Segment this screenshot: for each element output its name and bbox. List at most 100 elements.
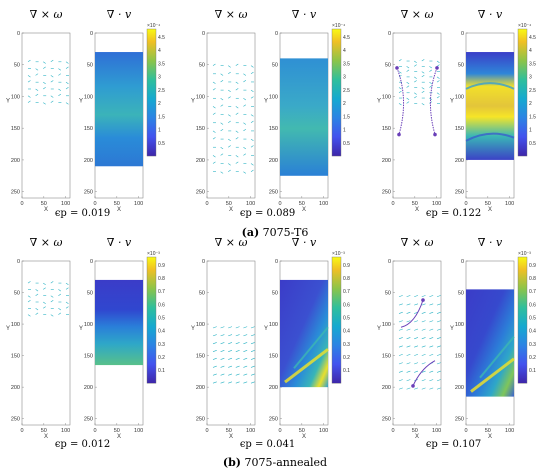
- quiver-arrow: [414, 92, 417, 95]
- quiver-arrow: [243, 146, 247, 150]
- x-tick-label: 100: [61, 428, 70, 434]
- quiver-arrow: [243, 171, 247, 174]
- quiver-arrow: [421, 90, 425, 94]
- quiver-arrow: [235, 155, 239, 158]
- quiver-arrow: [228, 169, 231, 172]
- y-tick-label: 250: [84, 190, 93, 196]
- colorbar: [517, 28, 528, 157]
- strain-label: ϵp = 0.012: [55, 439, 110, 450]
- quiver-arrow: [58, 93, 62, 97]
- colorbar-exponent: ×10⁻⁴: [518, 23, 531, 29]
- quiver-arrow: [65, 66, 69, 69]
- quiver-arrow: [406, 303, 411, 306]
- colorbar-tick-label: 0.7: [529, 289, 536, 295]
- quiver-arrow: [243, 98, 247, 101]
- quiver-arrow: [35, 73, 39, 76]
- y-tick-label: 250: [84, 417, 93, 423]
- colorbar-exponent: ×10⁻⁴: [147, 23, 160, 29]
- quiver-arrow: [235, 88, 239, 91]
- quiver-axes: [21, 32, 71, 199]
- x-tick-label: 100: [505, 428, 514, 434]
- shear-band: [284, 348, 329, 384]
- quiver-arrow: [27, 80, 31, 83]
- x-tick-label: 50: [412, 201, 418, 207]
- y-tick-label: 100: [382, 322, 391, 328]
- quiver-arrow: [212, 350, 217, 352]
- quiver-arrow: [220, 350, 225, 352]
- quiver-arrow: [243, 326, 248, 329]
- quiver-arrow: [429, 320, 434, 323]
- quiver-arrow: [250, 381, 255, 384]
- y-axis-label: Y: [6, 98, 10, 104]
- quiver-arrow: [50, 59, 54, 63]
- y-tick-label: 0: [202, 31, 205, 37]
- field-band: [465, 82, 515, 90]
- quiver-arrow: [436, 379, 441, 382]
- y-tick-label: 250: [455, 190, 464, 196]
- y-tick-label: 150: [382, 126, 391, 132]
- quiver-arrow: [243, 128, 247, 132]
- quiver-arrow: [429, 337, 434, 340]
- quiver-arrow: [27, 75, 31, 78]
- quiver-arrow: [220, 381, 225, 384]
- y-tick-label: 0: [461, 31, 464, 37]
- quiver-arrow: [421, 370, 426, 373]
- quiver-arrow: [250, 89, 254, 93]
- quiver-arrow: [429, 295, 434, 298]
- colorbar-tick-label: 3.5: [529, 61, 536, 67]
- y-tick-label: 150: [455, 354, 464, 360]
- quiver-arrow: [212, 342, 217, 345]
- x-axis-label: X: [229, 434, 233, 440]
- quiver-arrow: [35, 68, 39, 71]
- colorbar-exponent: ×10⁻³: [332, 251, 345, 257]
- vortex-arrowhead: [435, 66, 439, 70]
- curl-title: ∇ × ω: [215, 236, 248, 249]
- quiver-arrow: [50, 80, 54, 83]
- quiver-axes: [392, 32, 442, 199]
- quiver-arrow: [43, 102, 46, 105]
- colorbar-tick-label: 2.5: [343, 88, 350, 94]
- y-tick-label: 100: [269, 322, 278, 328]
- quiver-arrow: [436, 362, 441, 365]
- quiver-arrow: [220, 153, 224, 156]
- divergence-title: ∇ · v: [292, 236, 317, 249]
- y-tick-label: 50: [199, 291, 205, 297]
- quiver-arrow: [436, 64, 440, 67]
- quiver-arrow: [243, 73, 247, 76]
- quiver-arrow: [414, 370, 419, 373]
- quiver-arrow: [43, 81, 46, 85]
- quiver-arrow: [250, 350, 255, 352]
- quiver-arrow: [228, 163, 231, 166]
- colorbar-tick-label: 2: [529, 101, 532, 107]
- quiver-arrow: [58, 88, 62, 91]
- y-tick-label: 100: [382, 94, 391, 100]
- quiver-arrow: [398, 345, 403, 348]
- quiver-arrow: [421, 71, 425, 74]
- quiver-arrow: [235, 350, 240, 352]
- quiver-arrow: [35, 308, 39, 311]
- y-tick-label: 50: [458, 63, 464, 69]
- colorbar-tick-label: 0.3: [158, 342, 165, 348]
- quiver-arrow: [406, 69, 410, 72]
- x-tick-label: 0: [205, 428, 208, 434]
- y-tick-label: 200: [382, 385, 391, 391]
- colorbar-tick-label: 0.5: [529, 316, 536, 322]
- colorbar-tick-label: 0.1: [343, 368, 350, 374]
- quiver-arrow: [429, 379, 434, 382]
- colorbar-tick-label: 0.5: [529, 141, 536, 147]
- quiver-arrow: [243, 122, 247, 125]
- quiver-arrow: [235, 365, 240, 368]
- quiver-arrow: [406, 379, 411, 382]
- y-axis-label: Y: [79, 98, 83, 104]
- quiver-arrow: [220, 146, 224, 150]
- x-tick-label: 100: [319, 428, 328, 434]
- y-tick-label: 150: [269, 354, 278, 360]
- y-tick-label: 250: [11, 190, 20, 196]
- y-tick-label: 150: [196, 126, 205, 132]
- quiver-arrow: [406, 311, 411, 314]
- colorbar-tick-label: 1: [343, 128, 346, 134]
- x-axis-label: X: [44, 434, 48, 440]
- quiver-arrow: [235, 334, 240, 337]
- y-tick-label: 200: [11, 158, 20, 164]
- quiver-arrow: [228, 326, 233, 329]
